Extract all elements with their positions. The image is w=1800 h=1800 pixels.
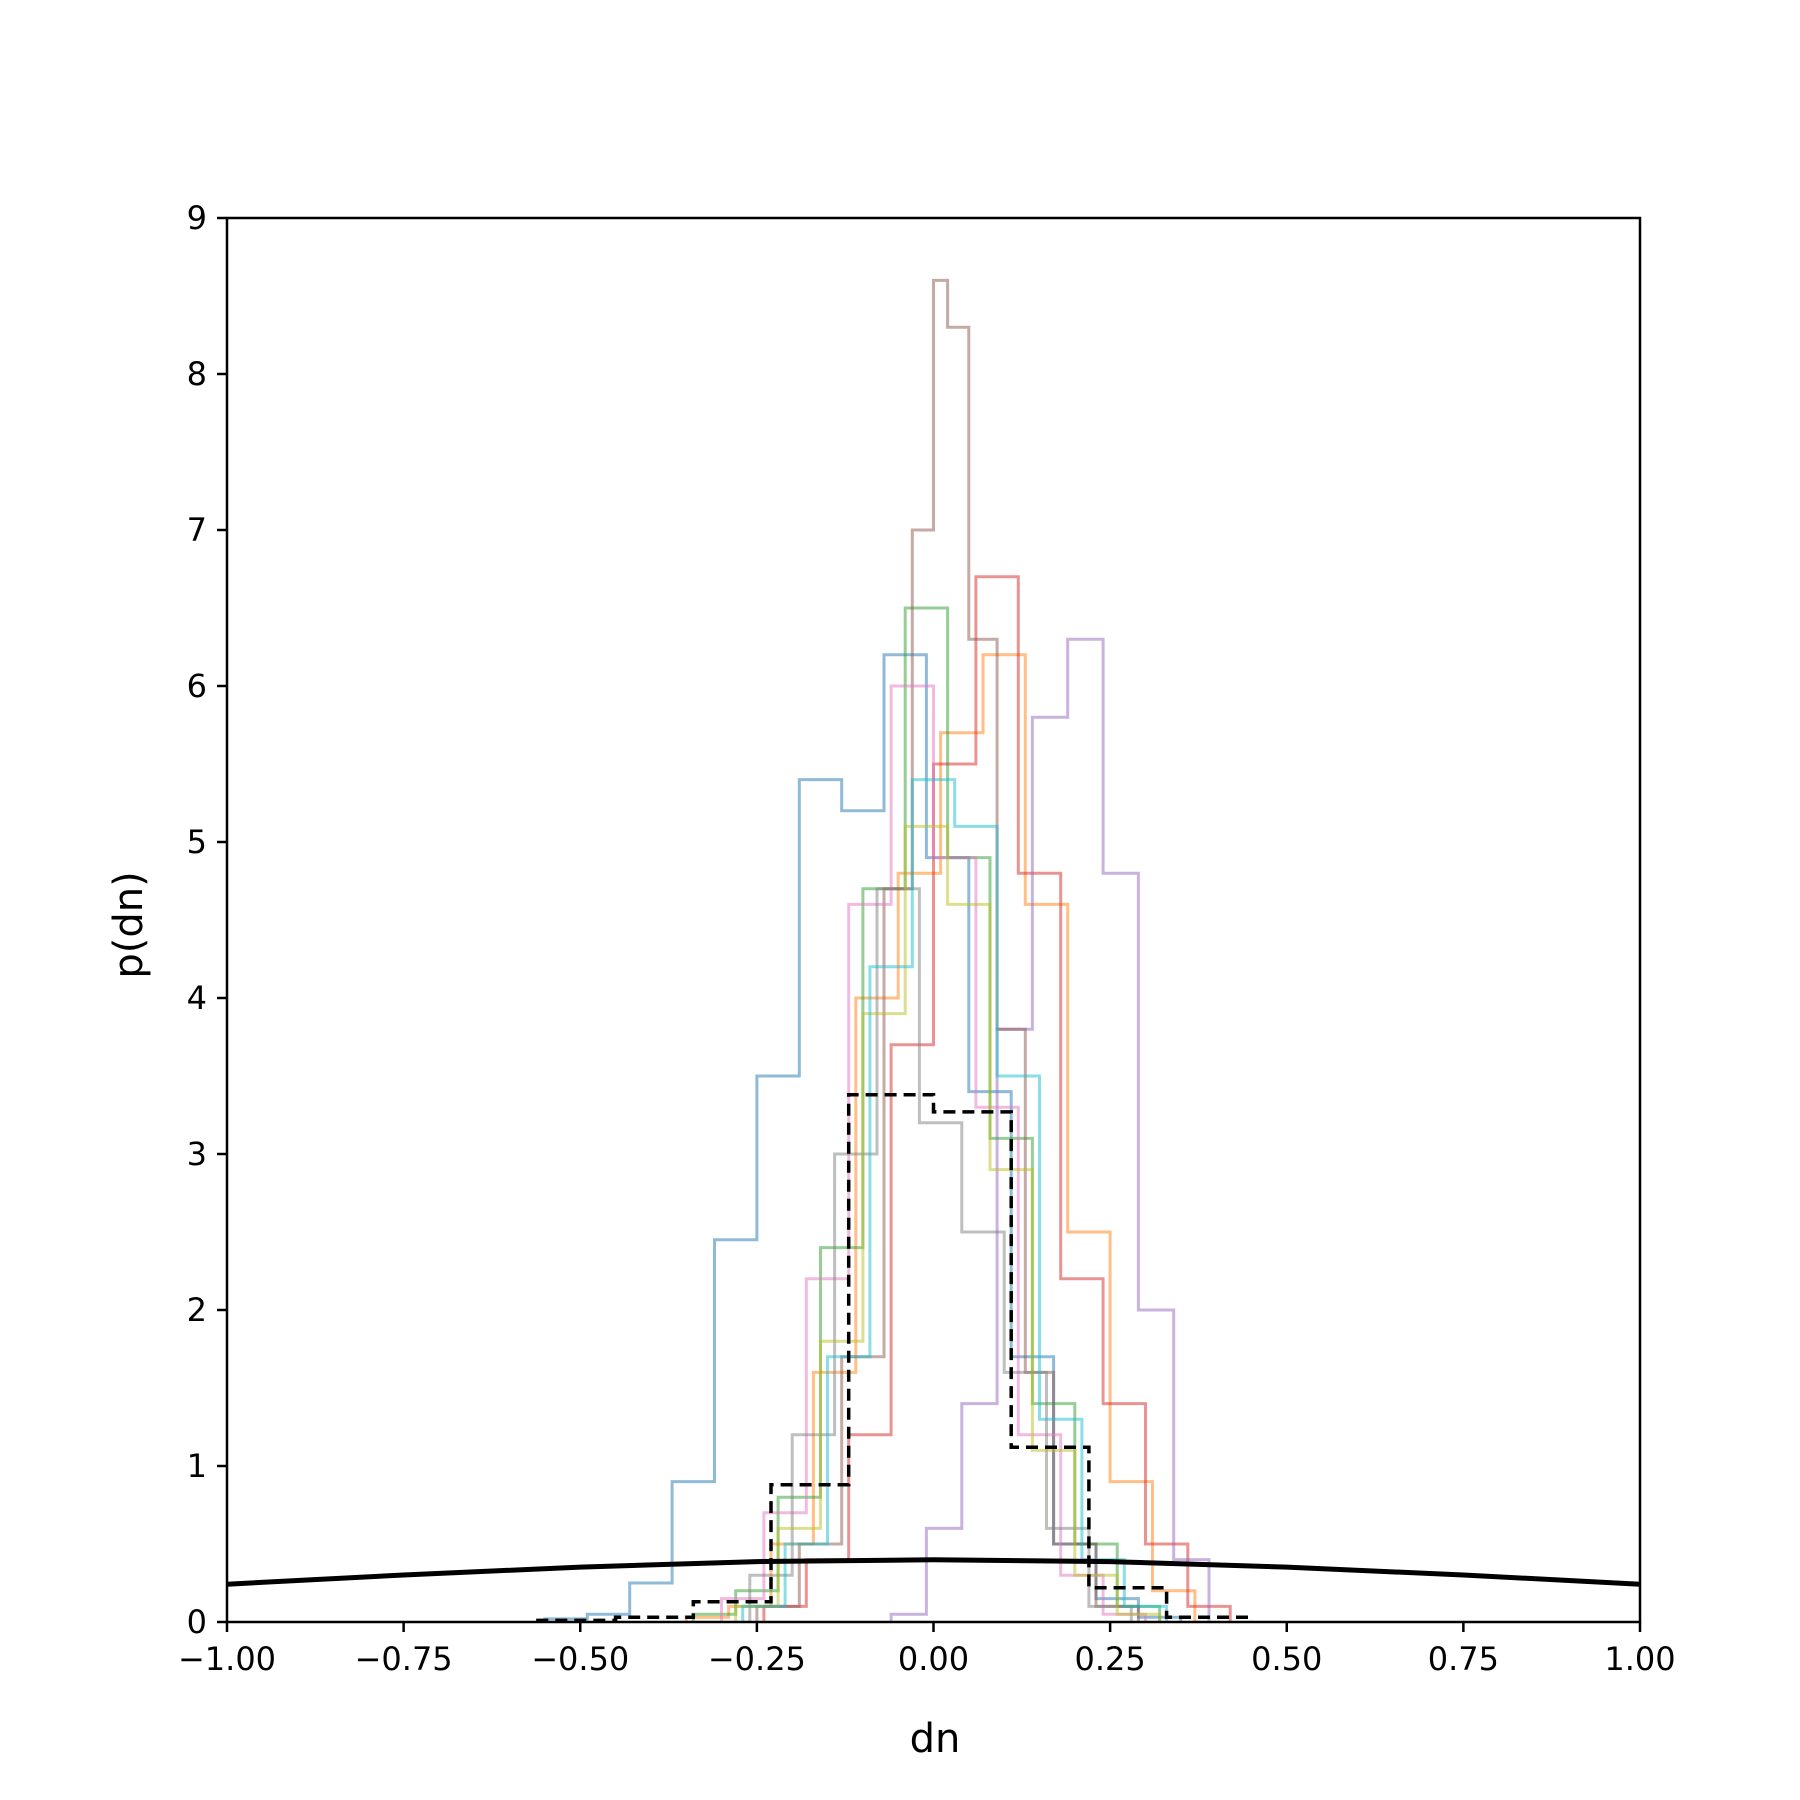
x-tick-label: −0.75 — [355, 1640, 453, 1678]
y-tick-label: 4 — [187, 979, 207, 1017]
x-tick-label: 0.00 — [898, 1640, 969, 1678]
series-group — [227, 278, 1640, 1622]
histogram-series-4 — [889, 637, 1211, 1622]
y-tick-label: 6 — [187, 667, 207, 705]
y-tick-label: 3 — [187, 1135, 207, 1173]
plot-area — [227, 278, 1640, 1622]
x-tick-label: −0.50 — [531, 1640, 629, 1678]
x-tick-label: −0.25 — [708, 1640, 806, 1678]
x-tick-label: −1.00 — [178, 1640, 276, 1678]
x-tick-label: 1.00 — [1604, 1640, 1675, 1678]
y-tick-label: 5 — [187, 823, 207, 861]
x-tick-label: 0.25 — [1075, 1640, 1146, 1678]
axes: −1.00 −0.75 −0.50 −0.25 0.00 0.25 0.50 0.75 1.00… — [178, 199, 1676, 1678]
y-tick-label: 7 — [187, 511, 207, 549]
y-tick-label: 9 — [187, 199, 207, 237]
y-tick-label: 8 — [187, 355, 207, 393]
y-axis-title: p(dn) — [106, 871, 152, 978]
histogram-series-5 — [755, 278, 1140, 1622]
y-tick-label: 2 — [187, 1291, 207, 1329]
histogram-series-8 — [734, 824, 1162, 1622]
y-tick-label: 0 — [187, 1603, 207, 1641]
reference-curve — [227, 1557, 1640, 1587]
combined-histogram — [536, 1092, 1254, 1622]
x-tick-label: 0.75 — [1428, 1640, 1499, 1678]
y-tick-label: 1 — [187, 1447, 207, 1485]
histogram-series-1 — [684, 653, 1197, 1622]
x-axis-title: dn — [910, 1716, 961, 1762]
x-tick-label: 0.50 — [1251, 1640, 1322, 1678]
